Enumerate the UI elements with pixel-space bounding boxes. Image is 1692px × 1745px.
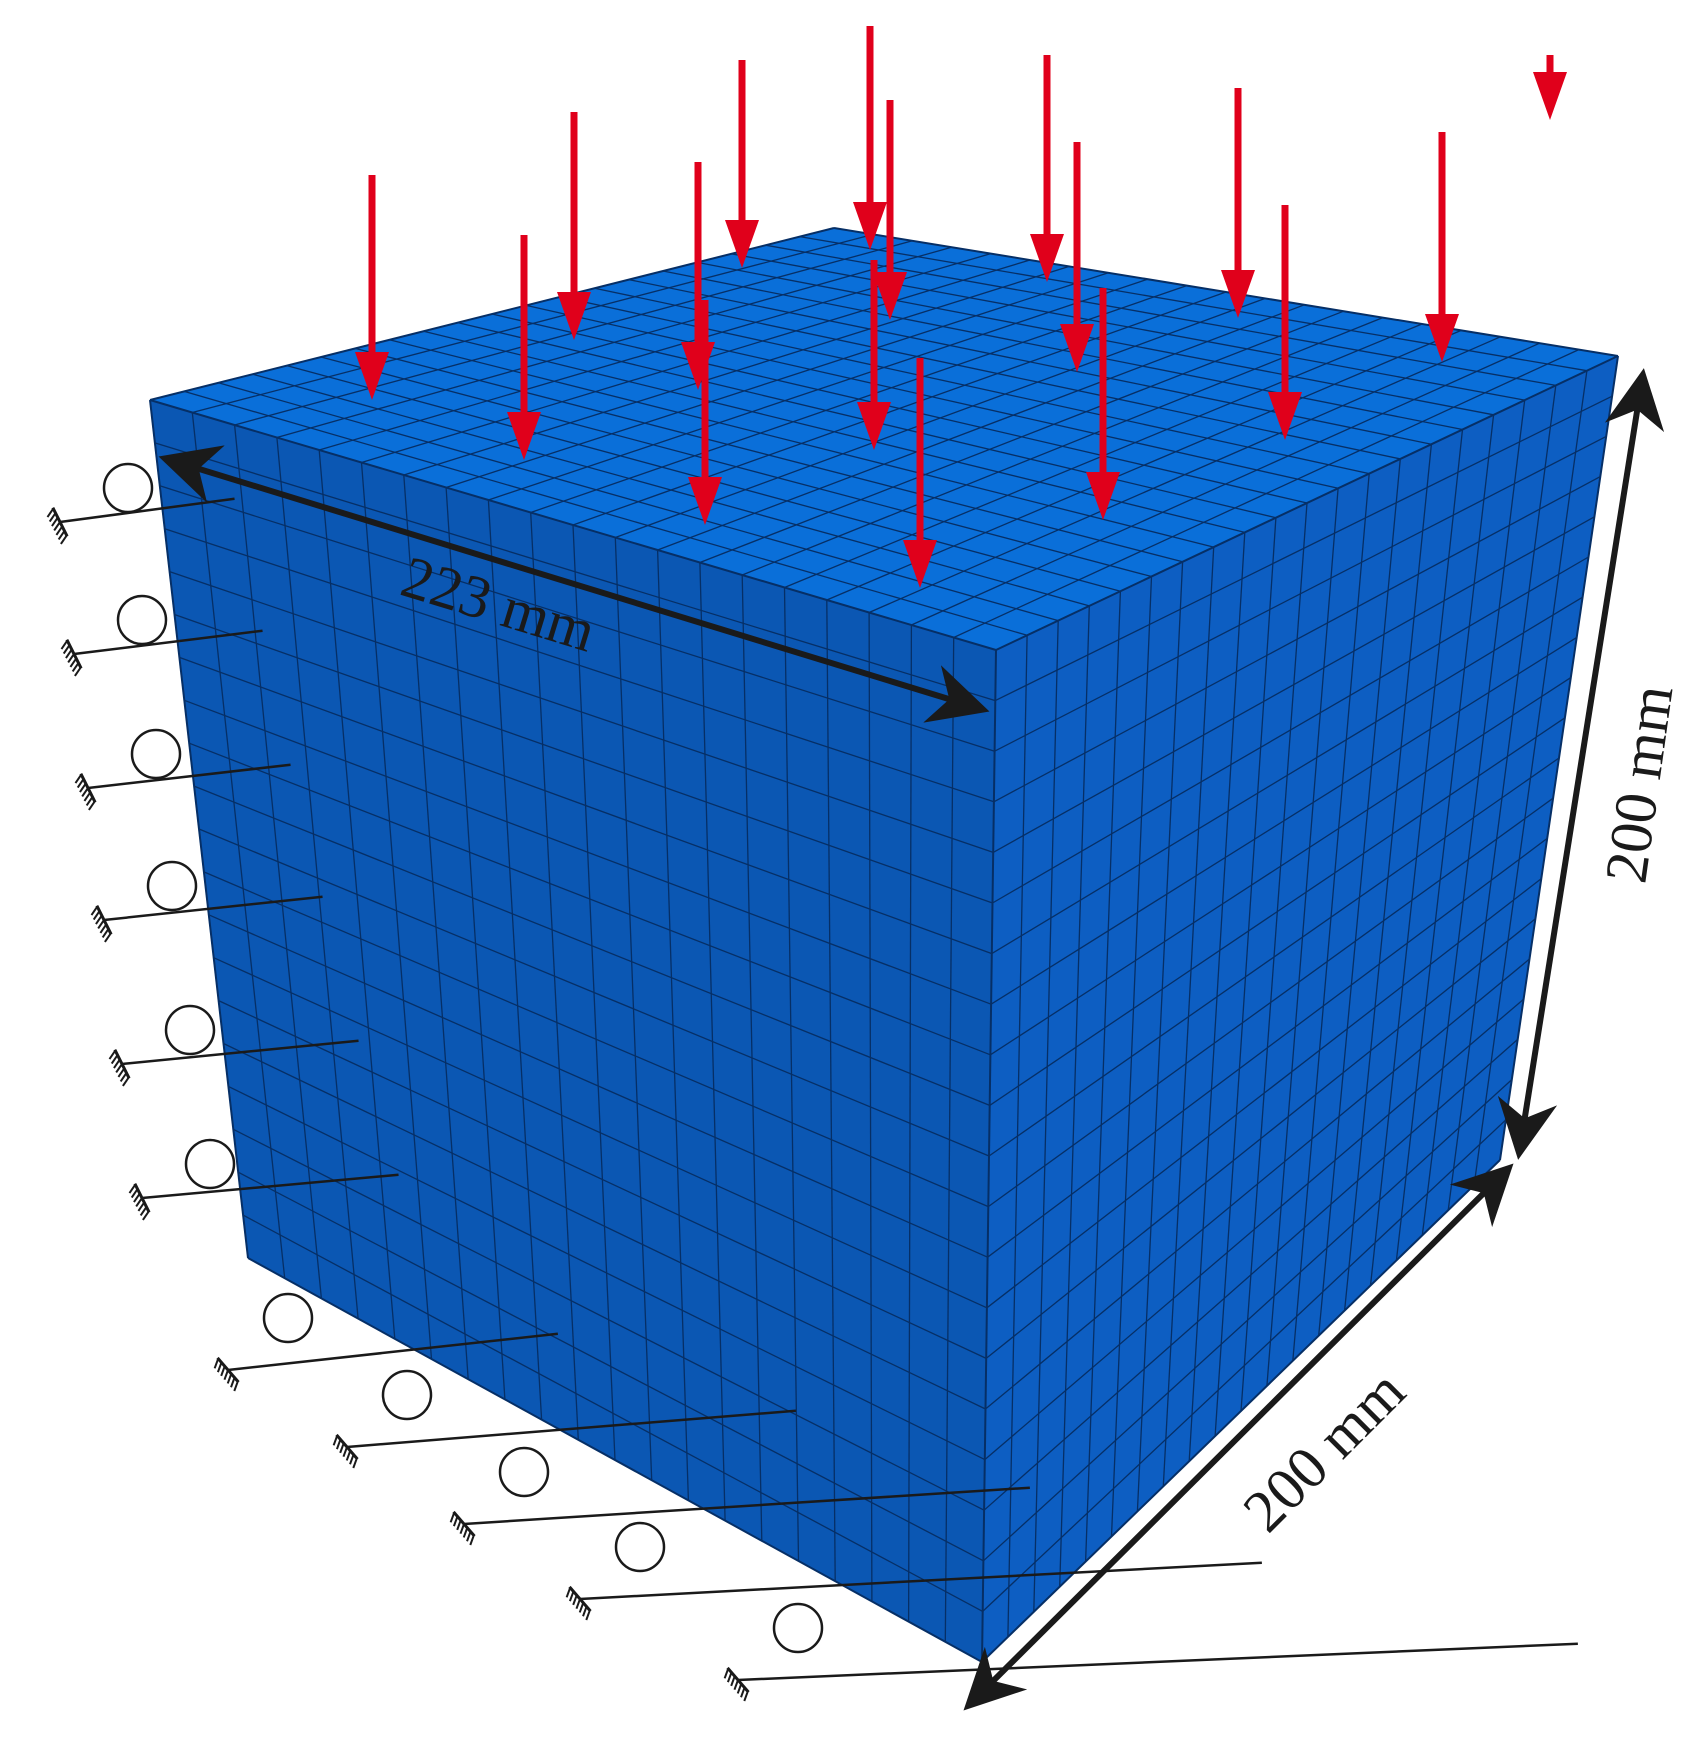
dimension-depth-arrow: [963, 1163, 1514, 1711]
mesh-line: [203, 871, 989, 1208]
mesh-line: [237, 1171, 984, 1562]
mesh-line: [491, 313, 1308, 504]
load-arrow: [853, 26, 887, 250]
load-arrow: [857, 260, 891, 450]
load-arrow: [873, 100, 907, 320]
cube-edge: [833, 227, 1619, 357]
mesh-line: [799, 235, 1588, 372]
mesh-line: [662, 270, 1463, 431]
cube-edge: [149, 227, 835, 401]
mesh-line: [989, 717, 1566, 1106]
cube-edge: [247, 1257, 983, 1663]
support-pin: [723, 1602, 1578, 1702]
mesh-line: [188, 742, 991, 1056]
mesh-line: [526, 304, 1339, 489]
dimension-height-arrow: [1497, 368, 1665, 1160]
mesh-line: [228, 1085, 986, 1461]
support-pin: [128, 1138, 399, 1221]
dimension-height-label: 200 mm: [1593, 681, 1686, 887]
load-arrow: [1060, 142, 1094, 372]
mesh-line: [184, 699, 992, 1005]
support-pin: [90, 860, 323, 943]
load-arrow: [1425, 132, 1459, 362]
support-pin: [449, 1446, 1030, 1546]
mesh-line: [213, 957, 988, 1309]
mesh-line: [987, 797, 1554, 1208]
mesh-line: [233, 1128, 985, 1511]
mesh-line: [628, 278, 1432, 445]
dimension-width-arrow: [158, 445, 990, 723]
load-arrow: [507, 235, 541, 460]
load-arrow: [1086, 288, 1120, 520]
support-pin: [332, 1369, 796, 1469]
support-pin: [74, 728, 291, 811]
load-arrow: [1533, 55, 1567, 120]
mesh-line: [198, 828, 990, 1157]
load-arrow: [1030, 55, 1064, 282]
mesh-line: [990, 677, 1572, 1056]
mesh-line: [992, 556, 1589, 904]
mesh-line: [988, 757, 1560, 1157]
mesh-line: [992, 516, 1595, 853]
mesh-line: [697, 261, 1494, 416]
support-pin: [213, 1292, 559, 1392]
mesh-line: [208, 914, 988, 1258]
load-arrow: [557, 112, 591, 340]
load-arrow: [725, 60, 759, 268]
load-arrow: [355, 175, 389, 400]
mesh-line: [991, 596, 1583, 955]
mesh-line: [765, 244, 1556, 387]
support-pin: [108, 1004, 359, 1087]
mesh-line: [242, 1214, 984, 1612]
mesh-line: [594, 287, 1401, 460]
mesh-line: [223, 1042, 986, 1410]
mesh-line: [990, 636, 1578, 1005]
load-arrow: [1221, 88, 1255, 318]
mesh-line: [193, 785, 990, 1107]
load-arrow: [1268, 205, 1302, 440]
mesh-cube: [149, 227, 1619, 1663]
mesh-line: [218, 1000, 987, 1359]
mesh-line: [731, 253, 1525, 401]
support-pin: [46, 462, 235, 545]
